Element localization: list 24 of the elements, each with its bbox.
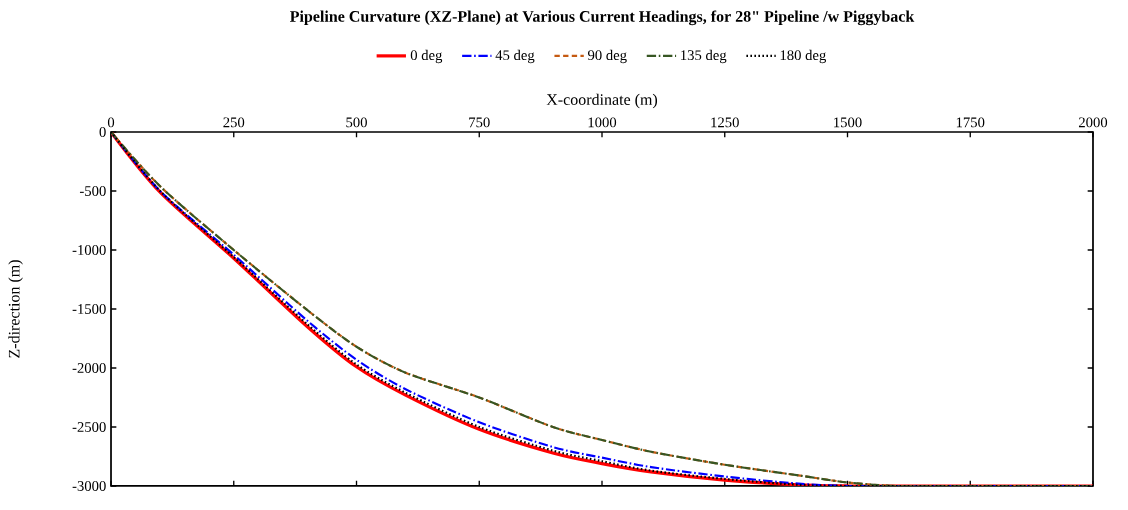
x-tick-label: 1250 [711,117,739,128]
y-tick-label: 0 [99,127,106,137]
x-tick-label: 1750 [956,117,985,128]
chart-title: Pipeline Curvature (XZ-Plane) at Various Current Headings, for 28" Pipeline /w Piggyback [290,10,915,26]
legend-label: 45 deg [495,49,535,64]
y-tick-label: -1500 [72,304,106,314]
x-tick-label: 1000 [588,117,617,128]
y-tick-label: -2000 [72,363,106,373]
y-tick-label: -1000 [72,245,106,255]
legend-label: 135 deg [681,49,727,64]
x-tick-label: 500 [346,117,367,128]
y-tick-label: -500 [79,186,106,196]
x-axis-title: X-coordinate (m) [546,93,658,109]
y-axis-title: Z-direction (m) [8,260,23,358]
legend-label: 90 deg [587,49,627,64]
y-tick-label: -2500 [72,422,106,432]
x-tick-label: 250 [223,117,245,128]
x-tick-label: 2000 [1078,117,1108,128]
x-tick-label: 0 [107,117,115,128]
legend-label: 0 deg [410,49,443,64]
legend-label: 180 deg [780,49,826,64]
x-tick-label: 750 [469,117,490,128]
x-tick-label: 1500 [834,117,862,128]
y-tick-label: -3000 [72,481,106,491]
